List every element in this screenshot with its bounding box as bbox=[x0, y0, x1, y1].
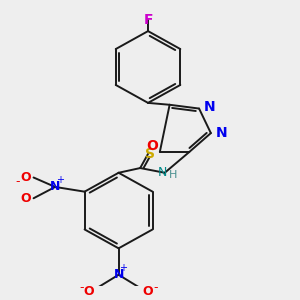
Text: N: N bbox=[113, 268, 124, 281]
Text: F: F bbox=[143, 13, 153, 27]
Text: +: + bbox=[119, 263, 128, 273]
Text: O: O bbox=[84, 285, 94, 298]
Text: -: - bbox=[154, 281, 158, 295]
Text: +: + bbox=[56, 175, 64, 185]
Text: O: O bbox=[146, 139, 158, 153]
Text: N: N bbox=[216, 126, 227, 140]
Text: -: - bbox=[16, 175, 20, 188]
Text: N: N bbox=[204, 100, 216, 114]
Text: O: O bbox=[143, 285, 153, 298]
Text: H: H bbox=[168, 170, 177, 180]
Text: N: N bbox=[50, 180, 60, 194]
Text: S: S bbox=[145, 147, 155, 161]
Text: O: O bbox=[20, 192, 31, 205]
Text: N: N bbox=[158, 166, 167, 179]
Text: -: - bbox=[79, 281, 83, 295]
Text: O: O bbox=[20, 171, 31, 184]
